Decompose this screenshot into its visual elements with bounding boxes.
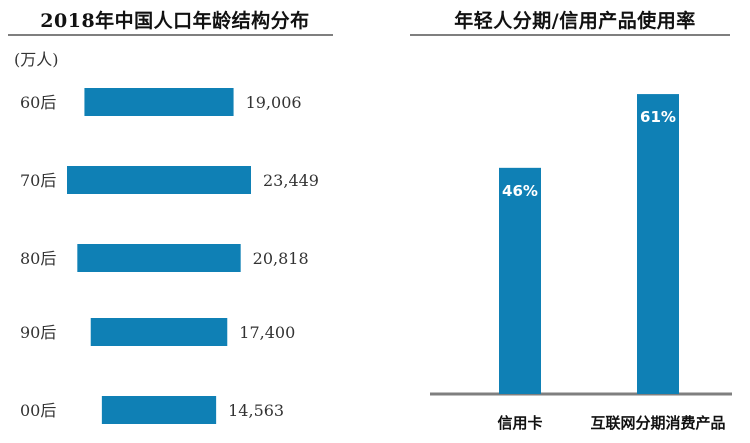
population-bar — [77, 244, 241, 272]
bar-value-label: 46% — [502, 182, 538, 200]
value-label: 23,449 — [263, 171, 319, 190]
usage-title-rule — [410, 34, 730, 36]
population-bar-chart: 60后 19,006 70后 23,449 80后 20,818 90后 17,400 00后 1… — [20, 88, 319, 424]
category-label: 00后 — [20, 401, 56, 420]
value-label: 14,563 — [228, 401, 284, 420]
population-bar — [90, 318, 228, 346]
population-bar — [101, 396, 217, 424]
value-label: 17,400 — [239, 323, 295, 342]
population-title-rule — [8, 34, 333, 36]
category-label: 80后 — [20, 249, 56, 268]
population-bar — [84, 88, 234, 116]
population-chart-panel: 2018年中国人口年龄结构分布 (万人) 60后 19,006 70后 23,449 8… — [0, 0, 350, 443]
category-label: 70后 — [20, 171, 56, 190]
population-chart-title: 2018年中国人口年龄结构分布 — [40, 10, 310, 32]
value-label: 20,818 — [253, 249, 309, 268]
usage-chart-panel: 年轻人分期/信用产品使用率 46% 信用卡 61% 互联网分期消费产品 — [400, 0, 750, 443]
usage-chart-title: 年轻人分期/信用产品使用率 — [454, 10, 696, 32]
usage-bar — [637, 94, 679, 394]
usage-bar — [499, 167, 541, 394]
category-label: 60后 — [20, 93, 56, 112]
usage-bar-chart: 46% 信用卡 61% 互联网分期消费产品 — [430, 94, 732, 432]
bar-value-label: 61% — [640, 108, 676, 126]
population-bar — [67, 166, 251, 194]
value-label: 19,006 — [246, 93, 302, 112]
category-label: 互联网分期消费产品 — [590, 414, 725, 432]
category-label: 90后 — [20, 323, 56, 342]
population-unit-label: (万人) — [14, 50, 59, 69]
category-label: 信用卡 — [497, 414, 542, 432]
